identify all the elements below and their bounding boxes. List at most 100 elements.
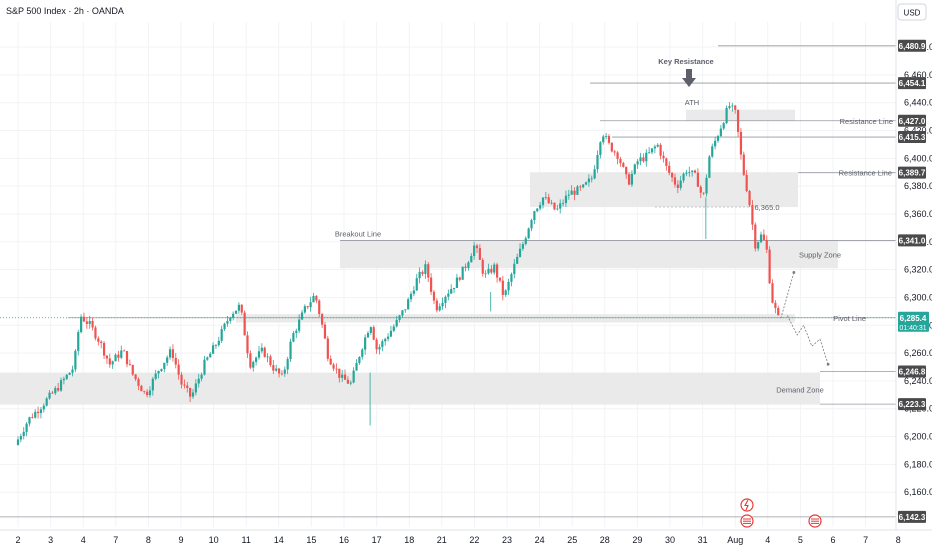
candle-body-233	[685, 172, 688, 174]
x-tick-label-17: 25	[567, 535, 577, 545]
x-tick-label-24: 5	[798, 535, 803, 545]
x-tick-label-22: Aug	[727, 535, 743, 545]
candle-body-103	[312, 295, 315, 303]
x-tick-label-16: 24	[535, 535, 545, 545]
candle-body-243	[714, 140, 717, 147]
candle-body-193	[570, 190, 573, 195]
candle-body-241	[708, 156, 711, 178]
candle-body-204	[602, 136, 605, 143]
candle-body-148	[441, 302, 444, 307]
candle-body-120	[361, 349, 364, 357]
annotations: Key Resistance ATH 6,365.0 Supply Zone Deman…	[335, 57, 893, 394]
candle-body-72	[223, 323, 226, 330]
candle-body-79	[243, 312, 246, 336]
y-tick-label-14: 6,440.0	[904, 98, 932, 108]
candle-body-194	[573, 190, 576, 195]
candle-body-131	[392, 326, 395, 331]
time-axis[interactable]: 2 3 4 7 8 9 10 11 14 15 16 17 18 21 22 23 24 25 28 29 30 31 Au…	[0, 529, 932, 545]
candle-body-110	[332, 364, 335, 369]
currency-badge[interactable]	[897, 3, 927, 21]
candle-body-82	[252, 361, 255, 368]
y-tick-label-5: 6,260.0	[904, 348, 932, 358]
candle-body-68	[211, 345, 215, 354]
candle-body-172	[510, 274, 513, 282]
candle-body-65	[203, 359, 206, 375]
candle-body-201	[593, 169, 596, 179]
price-axis[interactable]: 6,160.06,180.06,200.06,220.06,240.06,260…	[895, 0, 932, 550]
candle-body-40	[131, 364, 134, 375]
zone-0	[340, 240, 838, 269]
candle-body-175	[518, 248, 522, 257]
candle-body-240	[705, 177, 708, 194]
candle-body-237	[696, 172, 700, 187]
candle-body-140	[418, 271, 421, 279]
candle-body-100	[303, 306, 306, 313]
candle-body-260	[762, 234, 765, 240]
candle-body-234	[688, 171, 691, 173]
axis-price-tag-0	[898, 39, 926, 52]
x-tick-label-7: 11	[242, 535, 251, 545]
candle-body-211	[622, 163, 625, 167]
candle-body-42	[137, 379, 140, 386]
candle-body-39	[128, 364, 131, 366]
candle-body-249	[731, 105, 734, 107]
candle-body-210	[619, 158, 622, 164]
candle-body-183	[541, 197, 545, 206]
candle-body-221	[650, 148, 654, 153]
candle-body-31	[105, 355, 109, 359]
candle-body-130	[389, 330, 393, 337]
candle-body-143	[427, 264, 430, 278]
axis-price-tag-5	[898, 234, 926, 247]
candle-body-213	[627, 174, 631, 185]
candle-body-167	[495, 264, 499, 278]
candle-body-37	[123, 350, 126, 352]
candle-body-95	[289, 341, 292, 360]
candle-body-44	[143, 391, 146, 392]
events	[740, 498, 822, 528]
key-resistance-label: Key Resistance	[658, 57, 713, 66]
x-tick-label-2: 4	[81, 535, 86, 545]
x-tick-label-3: 7	[113, 535, 118, 545]
x-tick-label-11: 17	[372, 535, 382, 545]
y-tick-label-13: 6,420.0	[904, 126, 932, 136]
candle-body-56	[177, 364, 180, 375]
us-flag-stripe-0-2	[743, 522, 751, 524]
candle-body-198	[584, 182, 588, 185]
candle-body-90	[275, 368, 278, 371]
candle-body-73	[226, 320, 229, 324]
candle-body-222	[653, 146, 656, 149]
candle-body-215	[633, 164, 636, 174]
candle-body-106	[320, 314, 324, 325]
us-flag-stripe-0-0	[743, 518, 751, 520]
candle-body-77	[237, 304, 240, 311]
candle-body-228	[670, 172, 674, 178]
current-price-text: 6,285.4	[900, 314, 927, 323]
candle-body-176	[521, 244, 525, 249]
candle-body-224	[659, 144, 662, 156]
candle-body-69	[214, 345, 218, 346]
candle-body-147	[438, 306, 441, 311]
candle-body-248	[728, 106, 731, 108]
candle-body-191	[564, 195, 568, 204]
candle-body-17	[65, 374, 68, 379]
candle-body-80	[246, 335, 249, 354]
x-tick-label-14: 22	[469, 535, 479, 545]
axis-price-tag-text-7: 6,246.8	[899, 367, 926, 376]
candle-body-209	[616, 152, 619, 159]
axis-price-tag-text-0: 6,480.9	[899, 42, 926, 51]
candle-body-81	[249, 353, 252, 368]
candle-body-125	[375, 339, 378, 350]
candle-body-54	[171, 349, 175, 358]
candle-body-156	[464, 266, 467, 268]
candle-body-138	[412, 290, 415, 294]
candle-body-227	[668, 165, 671, 173]
x-tick-label-5: 9	[178, 535, 183, 545]
candle-body-38	[125, 351, 129, 365]
candle-body-259	[759, 234, 763, 243]
price-axis-bg	[896, 0, 932, 550]
candle-body-75	[232, 313, 235, 318]
candle-body-250	[734, 105, 737, 110]
candle-body-154	[458, 277, 461, 280]
